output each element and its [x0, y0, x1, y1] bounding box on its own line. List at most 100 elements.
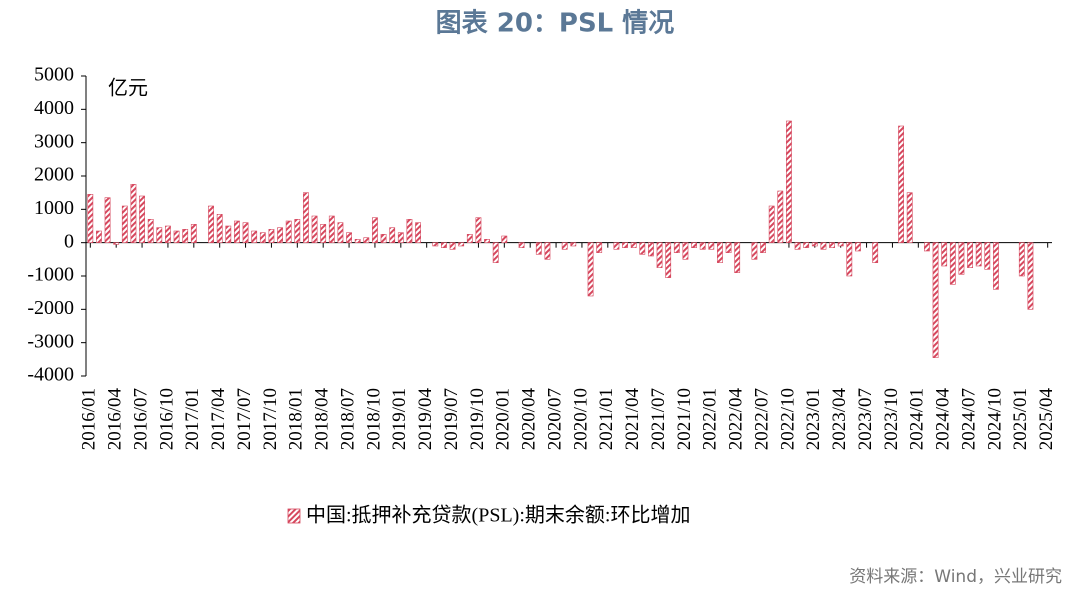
x-tick-label: 2025/04 — [1036, 388, 1057, 451]
x-tick-label: 2025/01 — [1010, 388, 1031, 450]
bar — [949, 242, 956, 285]
x-tick-label: 2024/07 — [958, 388, 979, 450]
bar — [320, 224, 327, 243]
bar — [820, 242, 827, 250]
bar — [449, 242, 456, 250]
bar — [984, 242, 991, 270]
bar — [277, 227, 283, 243]
bar — [613, 242, 620, 250]
bar — [130, 184, 137, 243]
x-tick-label: 2017/07 — [234, 388, 255, 450]
y-tick-label: 4000 — [34, 97, 74, 119]
bar — [699, 242, 706, 250]
bar — [673, 242, 680, 253]
legend-label: 中国:抵押补充贷款(PSL):期末余额:环比增加 — [306, 504, 690, 527]
x-tick-label: 2023/01 — [803, 388, 824, 450]
bar — [225, 225, 232, 243]
x-tick-label: 2022/07 — [751, 388, 772, 450]
x-tick-label: 2024/10 — [984, 388, 1005, 450]
x-tick-label: 2019/07 — [441, 388, 462, 450]
bar — [432, 242, 439, 247]
x-tick-label: 2019/04 — [415, 388, 436, 451]
bar — [87, 194, 94, 243]
bar — [415, 222, 421, 243]
bar — [294, 219, 301, 243]
bar — [665, 242, 672, 278]
bar — [570, 242, 577, 247]
x-tick-label: 2020/04 — [519, 388, 540, 451]
x-tick-label: 2024/01 — [907, 388, 928, 450]
bar — [855, 242, 861, 252]
bar — [932, 242, 939, 358]
bar — [708, 242, 715, 250]
bar — [380, 234, 387, 243]
y-tick-label: 3000 — [34, 130, 74, 152]
x-tick-label: 2023/07 — [855, 388, 876, 450]
x-tick-label: 2016/10 — [156, 388, 177, 450]
bar — [458, 242, 465, 247]
x-tick-label: 2020/07 — [544, 388, 565, 450]
bar — [829, 242, 835, 248]
bar — [967, 242, 973, 268]
bar — [975, 242, 982, 267]
bar — [622, 242, 628, 248]
bar — [268, 229, 275, 243]
x-tick-label: 2022/01 — [700, 388, 721, 450]
bar — [484, 239, 490, 243]
bar — [1027, 242, 1034, 310]
bar — [492, 242, 499, 263]
bar — [518, 242, 525, 248]
bar — [328, 215, 335, 243]
x-tick-label: 2020/01 — [493, 388, 514, 450]
bar — [544, 242, 551, 260]
bar — [147, 219, 154, 243]
bar — [208, 205, 214, 243]
bar — [587, 242, 594, 297]
bar — [354, 239, 361, 243]
x-tick-label: 2024/04 — [933, 388, 954, 451]
x-tick-label: 2017/10 — [260, 388, 281, 450]
bar — [389, 227, 396, 243]
bar — [872, 242, 879, 263]
x-tick-label: 2017/01 — [182, 388, 203, 450]
bar — [303, 192, 309, 243]
bar — [242, 222, 249, 243]
y-tick-label: 0 — [64, 230, 74, 252]
bar — [259, 232, 266, 243]
y-tick-label: -1000 — [27, 264, 74, 286]
x-tick-label: 2020/10 — [570, 388, 591, 450]
bar — [811, 242, 818, 247]
bar — [535, 242, 542, 255]
x-tick-label: 2021/10 — [674, 388, 695, 450]
bar — [630, 242, 637, 248]
legend-swatch — [287, 508, 301, 524]
y-tick-label: 1000 — [34, 197, 74, 219]
bar — [786, 120, 792, 243]
bar — [837, 242, 844, 247]
bar — [777, 190, 784, 243]
bar — [725, 242, 732, 253]
bar — [958, 242, 965, 275]
y-tick-label: 5000 — [34, 64, 74, 86]
x-tick-label: 2022/04 — [726, 388, 747, 451]
x-tick-label: 2018/04 — [312, 388, 333, 451]
x-tick-label: 2018/10 — [363, 388, 384, 450]
bar — [182, 229, 189, 243]
x-tick-label: 2023/10 — [881, 388, 902, 450]
bar — [561, 242, 568, 250]
bar — [285, 220, 292, 243]
bar — [406, 219, 413, 243]
bar — [337, 222, 344, 243]
x-tick-label: 2021/07 — [648, 388, 669, 450]
x-tick-label: 2016/01 — [79, 388, 100, 450]
source-note: 资料来源：Wind，兴业研究 — [849, 567, 1062, 587]
bar — [173, 230, 180, 243]
bar — [104, 197, 111, 243]
bar — [397, 232, 404, 243]
x-tick-label: 2021/04 — [622, 388, 643, 451]
bar — [760, 242, 766, 253]
bar — [906, 192, 913, 243]
x-tick-label: 2017/04 — [208, 388, 229, 451]
bar — [156, 227, 163, 243]
unit-label: 亿元 — [108, 77, 148, 100]
